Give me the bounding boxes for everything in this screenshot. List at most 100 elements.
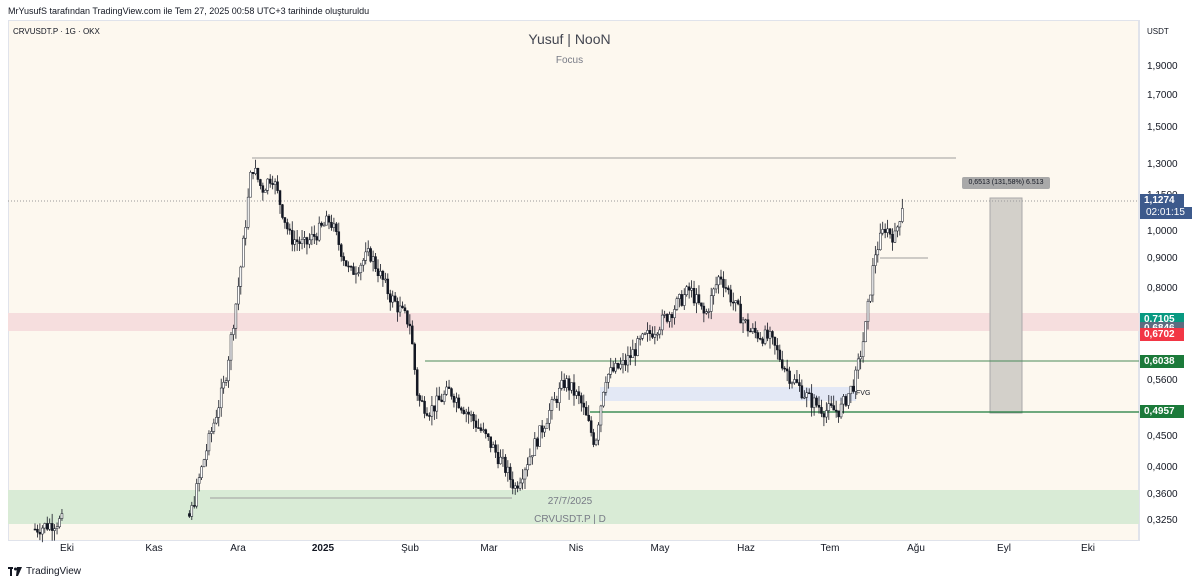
candle-body	[457, 397, 461, 409]
candle-body	[597, 424, 600, 441]
candle-body	[518, 482, 522, 489]
candle-body	[474, 420, 478, 428]
candle-body	[303, 237, 306, 240]
candle-body	[795, 379, 799, 383]
candle-body	[234, 303, 238, 329]
candle-body	[656, 333, 659, 336]
candle-body	[604, 382, 608, 393]
candle-body	[685, 286, 688, 296]
candle-body	[825, 410, 828, 418]
candle-body	[807, 392, 811, 394]
y-tick-label: 0,5600	[1147, 375, 1178, 387]
candle-body	[212, 422, 216, 432]
candle-body	[776, 345, 779, 351]
zone-symbol-label: CRVUSDT.P | D	[534, 514, 606, 525]
candle-body	[879, 232, 882, 251]
x-tick-label: Nis	[568, 543, 584, 554]
candle-body	[197, 477, 201, 484]
candle-body	[472, 414, 475, 422]
candle-body	[763, 329, 767, 344]
candle-body	[589, 420, 593, 433]
candle-body	[433, 405, 436, 412]
candle-body	[46, 523, 49, 530]
candle-body	[425, 413, 429, 416]
candle-body	[668, 314, 671, 322]
candle-body	[217, 407, 220, 418]
candle-body	[291, 230, 294, 245]
candle-body	[687, 286, 691, 291]
candle-body	[751, 327, 755, 332]
candle-body	[805, 392, 808, 398]
candle-body	[200, 466, 203, 478]
candle-body	[822, 413, 826, 418]
candle-body	[643, 333, 647, 335]
candle-body	[832, 405, 835, 411]
candle-body	[33, 528, 37, 531]
candle-body	[896, 226, 899, 232]
candle-body	[464, 411, 468, 414]
candle-body	[239, 266, 243, 287]
candle-body	[614, 363, 617, 372]
candle-body	[756, 332, 759, 339]
candle-body	[705, 311, 708, 314]
x-tick-label: Şub	[401, 543, 419, 554]
candle-body	[254, 167, 257, 174]
candle-body	[536, 438, 539, 447]
candle-body	[609, 367, 612, 375]
candle-body	[690, 288, 693, 291]
chart-subtitle: Focus	[555, 55, 584, 66]
candle-body	[364, 251, 367, 261]
symbol-label[interactable]: CRVUSDT.P · 1G · OKX	[13, 27, 100, 36]
candle-body	[362, 260, 365, 266]
candle-body	[293, 239, 296, 245]
price-axis[interactable]	[1139, 20, 1200, 541]
candle-body	[754, 327, 757, 333]
candle-body	[237, 286, 240, 305]
candle-body	[864, 321, 867, 343]
candle-body	[592, 432, 595, 445]
x-tick-label: Eki	[60, 543, 74, 554]
candle-body	[785, 368, 789, 372]
candle-body	[521, 478, 524, 484]
candle-body	[268, 178, 272, 184]
candle-body	[479, 427, 483, 431]
chart-area[interactable]	[8, 20, 1139, 541]
candle-body	[798, 382, 801, 386]
candle-body	[298, 241, 301, 244]
countdown-label: 02:01:15	[1140, 207, 1192, 219]
candle-body	[555, 398, 559, 403]
footer[interactable]: TradingView	[8, 566, 81, 577]
candle-body	[558, 387, 561, 403]
currency-label[interactable]: USDT	[1147, 27, 1169, 36]
candle-body	[391, 295, 394, 303]
candle-body	[761, 338, 764, 344]
candle-body	[281, 204, 284, 218]
candle-body	[193, 505, 196, 507]
candle-body	[803, 396, 806, 399]
candle-body	[869, 294, 872, 302]
candle-body	[665, 314, 669, 322]
candle-body	[800, 385, 804, 399]
candle-body	[594, 439, 598, 445]
candle-body	[315, 236, 318, 241]
candle-body	[413, 343, 416, 370]
candle-body	[320, 222, 323, 226]
x-tick-label: Kas	[145, 543, 163, 554]
candle-body	[273, 181, 277, 185]
candle-body	[660, 314, 664, 331]
candle-body	[717, 276, 720, 286]
candle-body	[207, 433, 211, 452]
candle-body	[550, 399, 554, 411]
candle-body	[739, 303, 742, 324]
candle-body	[509, 466, 512, 480]
candle-body	[582, 402, 586, 408]
candle-body	[729, 289, 733, 303]
candle-body	[577, 391, 581, 396]
candle-body	[523, 469, 527, 480]
chart-caption: MrYusufS tarafından TradingView.com ile …	[8, 6, 370, 16]
candle-body	[396, 301, 399, 313]
y-tick-label: 0,3600	[1147, 488, 1178, 500]
candle-body	[337, 231, 341, 245]
candle-body	[340, 244, 343, 257]
